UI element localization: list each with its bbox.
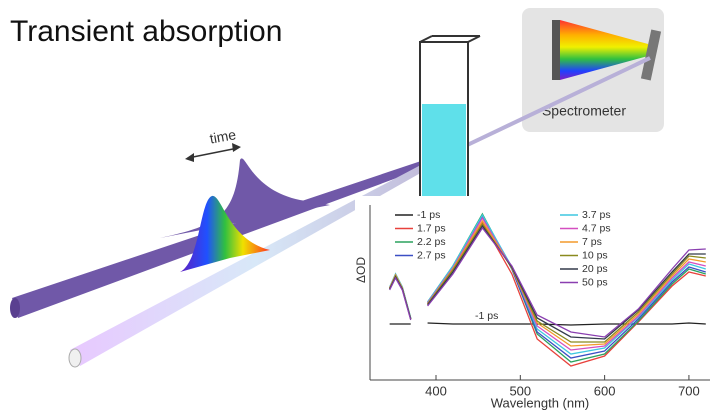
probe-end	[69, 349, 81, 367]
y-axis-label: ΔOD	[354, 257, 368, 283]
legend-label: -1 ps	[417, 209, 440, 221]
legend-label: 2.7 ps	[417, 249, 446, 261]
x-tick-label: 700	[678, 383, 700, 398]
x-tick-label: 400	[425, 383, 447, 398]
annotation: -1 ps	[475, 310, 498, 322]
legend-label: 3.7 ps	[582, 209, 611, 221]
x-tick-label: 600	[594, 383, 616, 398]
x-axis-label: Wavelength (nm)	[491, 395, 590, 410]
pump-end	[10, 298, 20, 318]
legend-label: 10 ps	[582, 249, 608, 261]
legend-label: 7 ps	[582, 236, 602, 248]
diagram: Transient absorption Spectrometer time 4…	[0, 0, 711, 411]
legend-label: 20 ps	[582, 263, 608, 275]
detector	[552, 20, 560, 80]
title: Transient absorption	[10, 15, 282, 48]
time-arrow	[188, 148, 238, 158]
legend-label: 50 ps	[582, 276, 608, 288]
legend-label: 1.7 ps	[417, 222, 446, 234]
legend-label: 2.2 ps	[417, 236, 446, 248]
cuvette-liquid	[422, 104, 466, 200]
arrowhead	[185, 153, 194, 162]
arrowhead	[232, 143, 241, 152]
legend-label: 4.7 ps	[582, 222, 611, 234]
